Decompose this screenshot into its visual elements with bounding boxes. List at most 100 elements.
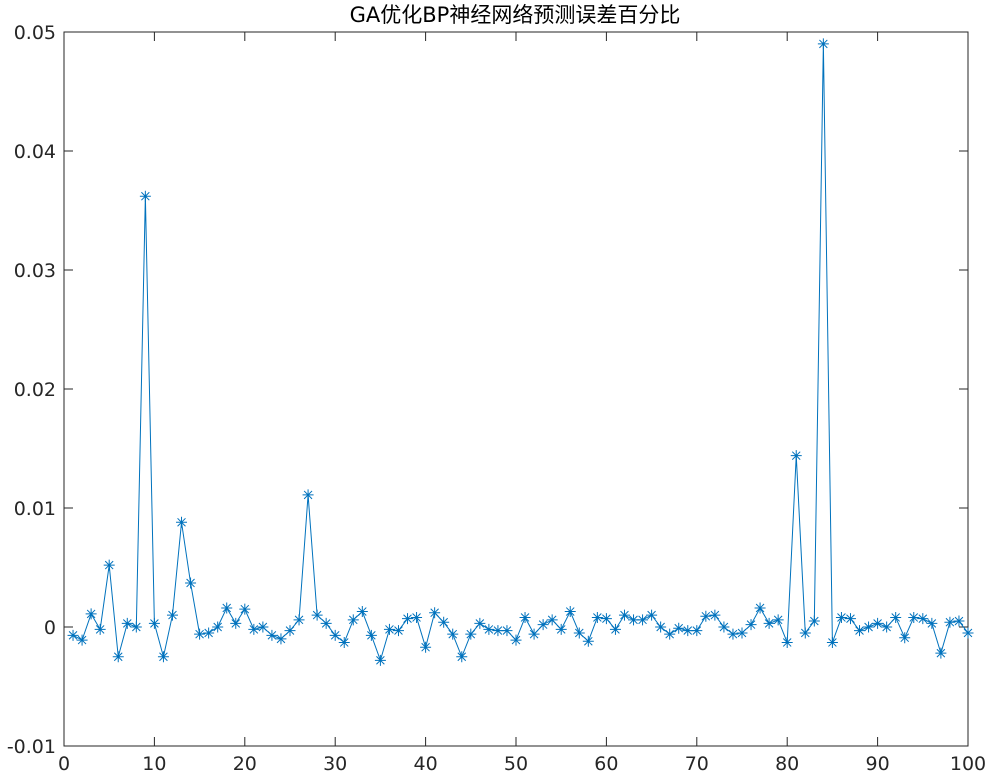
asterisk-marker-shape xyxy=(185,577,197,589)
asterisk-marker-shape xyxy=(917,613,929,625)
asterisk-marker-shape xyxy=(501,625,513,637)
asterisk-marker-shape xyxy=(808,615,820,627)
asterisk-marker-shape xyxy=(519,611,531,623)
data-point-marker xyxy=(293,614,305,626)
data-point-marker xyxy=(781,636,793,648)
data-point-marker xyxy=(501,625,513,637)
asterisk-marker-shape xyxy=(221,602,233,614)
asterisk-marker-shape xyxy=(564,606,576,618)
asterisk-marker-shape xyxy=(763,617,775,629)
data-point-marker xyxy=(266,629,278,641)
data-point-marker xyxy=(962,627,974,639)
asterisk-marker-shape xyxy=(194,628,206,640)
data-point-marker xyxy=(483,623,495,635)
y-tick-label: 0.03 xyxy=(14,260,56,282)
asterisk-marker-shape xyxy=(944,616,956,628)
data-point-marker xyxy=(664,628,676,640)
data-point-marker xyxy=(863,621,875,633)
asterisk-marker-shape xyxy=(826,636,838,648)
data-point-marker xyxy=(185,577,197,589)
data-point-marker xyxy=(890,611,902,623)
data-point-marker xyxy=(356,606,368,618)
asterisk-marker-shape xyxy=(456,651,468,663)
x-tick-label: 90 xyxy=(866,753,890,775)
asterisk-marker-shape xyxy=(844,613,856,625)
data-point-marker xyxy=(230,617,242,629)
asterisk-marker-shape xyxy=(230,617,242,629)
asterisk-marker-shape xyxy=(320,617,332,629)
data-point-marker xyxy=(420,641,432,653)
data-point-marker xyxy=(591,611,603,623)
asterisk-marker-shape xyxy=(682,625,694,637)
asterisk-marker-shape xyxy=(402,613,414,625)
asterisk-marker-shape xyxy=(890,611,902,623)
y-tick-label: 0.01 xyxy=(14,498,56,520)
asterisk-marker-shape xyxy=(709,609,721,621)
data-point-marker xyxy=(383,623,395,635)
asterisk-marker-shape xyxy=(673,622,685,634)
asterisk-marker-shape xyxy=(609,623,621,635)
data-point-marker xyxy=(139,190,151,202)
asterisk-marker-shape xyxy=(718,621,730,633)
asterisk-marker-shape xyxy=(537,619,549,631)
x-tick-label: 40 xyxy=(414,753,438,775)
data-point-marker xyxy=(826,636,838,648)
x-tick-label: 50 xyxy=(504,753,528,775)
data-point-marker xyxy=(790,450,802,462)
asterisk-marker-shape xyxy=(130,621,142,633)
asterisk-marker-shape xyxy=(94,623,106,635)
data-point-marker xyxy=(85,608,97,620)
data-point-marker xyxy=(736,627,748,639)
x-tick-label: 80 xyxy=(775,753,799,775)
asterisk-marker-shape xyxy=(573,627,585,639)
asterisk-marker-shape xyxy=(302,489,314,501)
data-point-marker xyxy=(103,559,115,571)
data-point-marker xyxy=(881,621,893,633)
x-tick-label: 60 xyxy=(594,753,618,775)
y-tick-label: 0.05 xyxy=(14,22,56,44)
data-point-marker xyxy=(76,634,88,646)
asterisk-marker-shape xyxy=(266,629,278,641)
asterisk-marker-shape xyxy=(555,623,567,635)
x-tick-labels: 0 10 20 30 40 50 60 70 80 90 100 xyxy=(58,753,986,775)
series-line xyxy=(72,43,969,662)
data-point-marker xyxy=(817,38,829,50)
asterisk-marker-shape xyxy=(239,603,251,615)
y-tick-labels: -0.01 0 0.01 0.02 0.03 0.04 0.05 xyxy=(7,22,56,758)
data-point-marker xyxy=(646,609,658,621)
asterisk-marker-shape xyxy=(148,617,160,629)
data-point-marker xyxy=(465,628,477,640)
asterisk-marker-shape xyxy=(510,634,522,646)
asterisk-marker-shape xyxy=(492,625,504,637)
data-point-marker xyxy=(347,614,359,626)
data-point-marker xyxy=(275,633,287,645)
asterisk-marker-shape xyxy=(447,628,459,640)
data-point-marker xyxy=(402,613,414,625)
data-point-marker xyxy=(239,603,251,615)
data-point-marker xyxy=(148,617,160,629)
data-point-marker xyxy=(194,628,206,640)
asterisk-marker-shape xyxy=(628,614,640,626)
asterisk-marker-shape xyxy=(374,654,386,666)
data-point-marker xyxy=(176,516,188,528)
data-point-marker xyxy=(709,609,721,621)
asterisk-marker-shape xyxy=(700,610,712,622)
asterisk-marker-shape xyxy=(754,602,766,614)
asterisk-marker-shape xyxy=(429,607,441,619)
asterisk-marker-shape xyxy=(329,629,341,641)
asterisk-marker-shape xyxy=(121,617,133,629)
asterisk-marker-shape xyxy=(176,516,188,528)
asterisk-marker-shape xyxy=(655,621,667,633)
asterisk-marker-shape xyxy=(727,628,739,640)
asterisk-marker-shape xyxy=(365,629,377,641)
data-point-marker xyxy=(284,625,296,637)
data-point-marker xyxy=(564,606,576,618)
data-point-marker xyxy=(510,634,522,646)
asterisk-marker-shape xyxy=(591,611,603,623)
asterisk-marker-shape xyxy=(600,613,612,625)
data-point-marker xyxy=(203,627,215,639)
asterisk-marker-shape xyxy=(817,38,829,50)
data-point-marker xyxy=(854,625,866,637)
asterisk-marker-shape xyxy=(899,632,911,644)
y-tick-label: 0 xyxy=(44,617,56,639)
